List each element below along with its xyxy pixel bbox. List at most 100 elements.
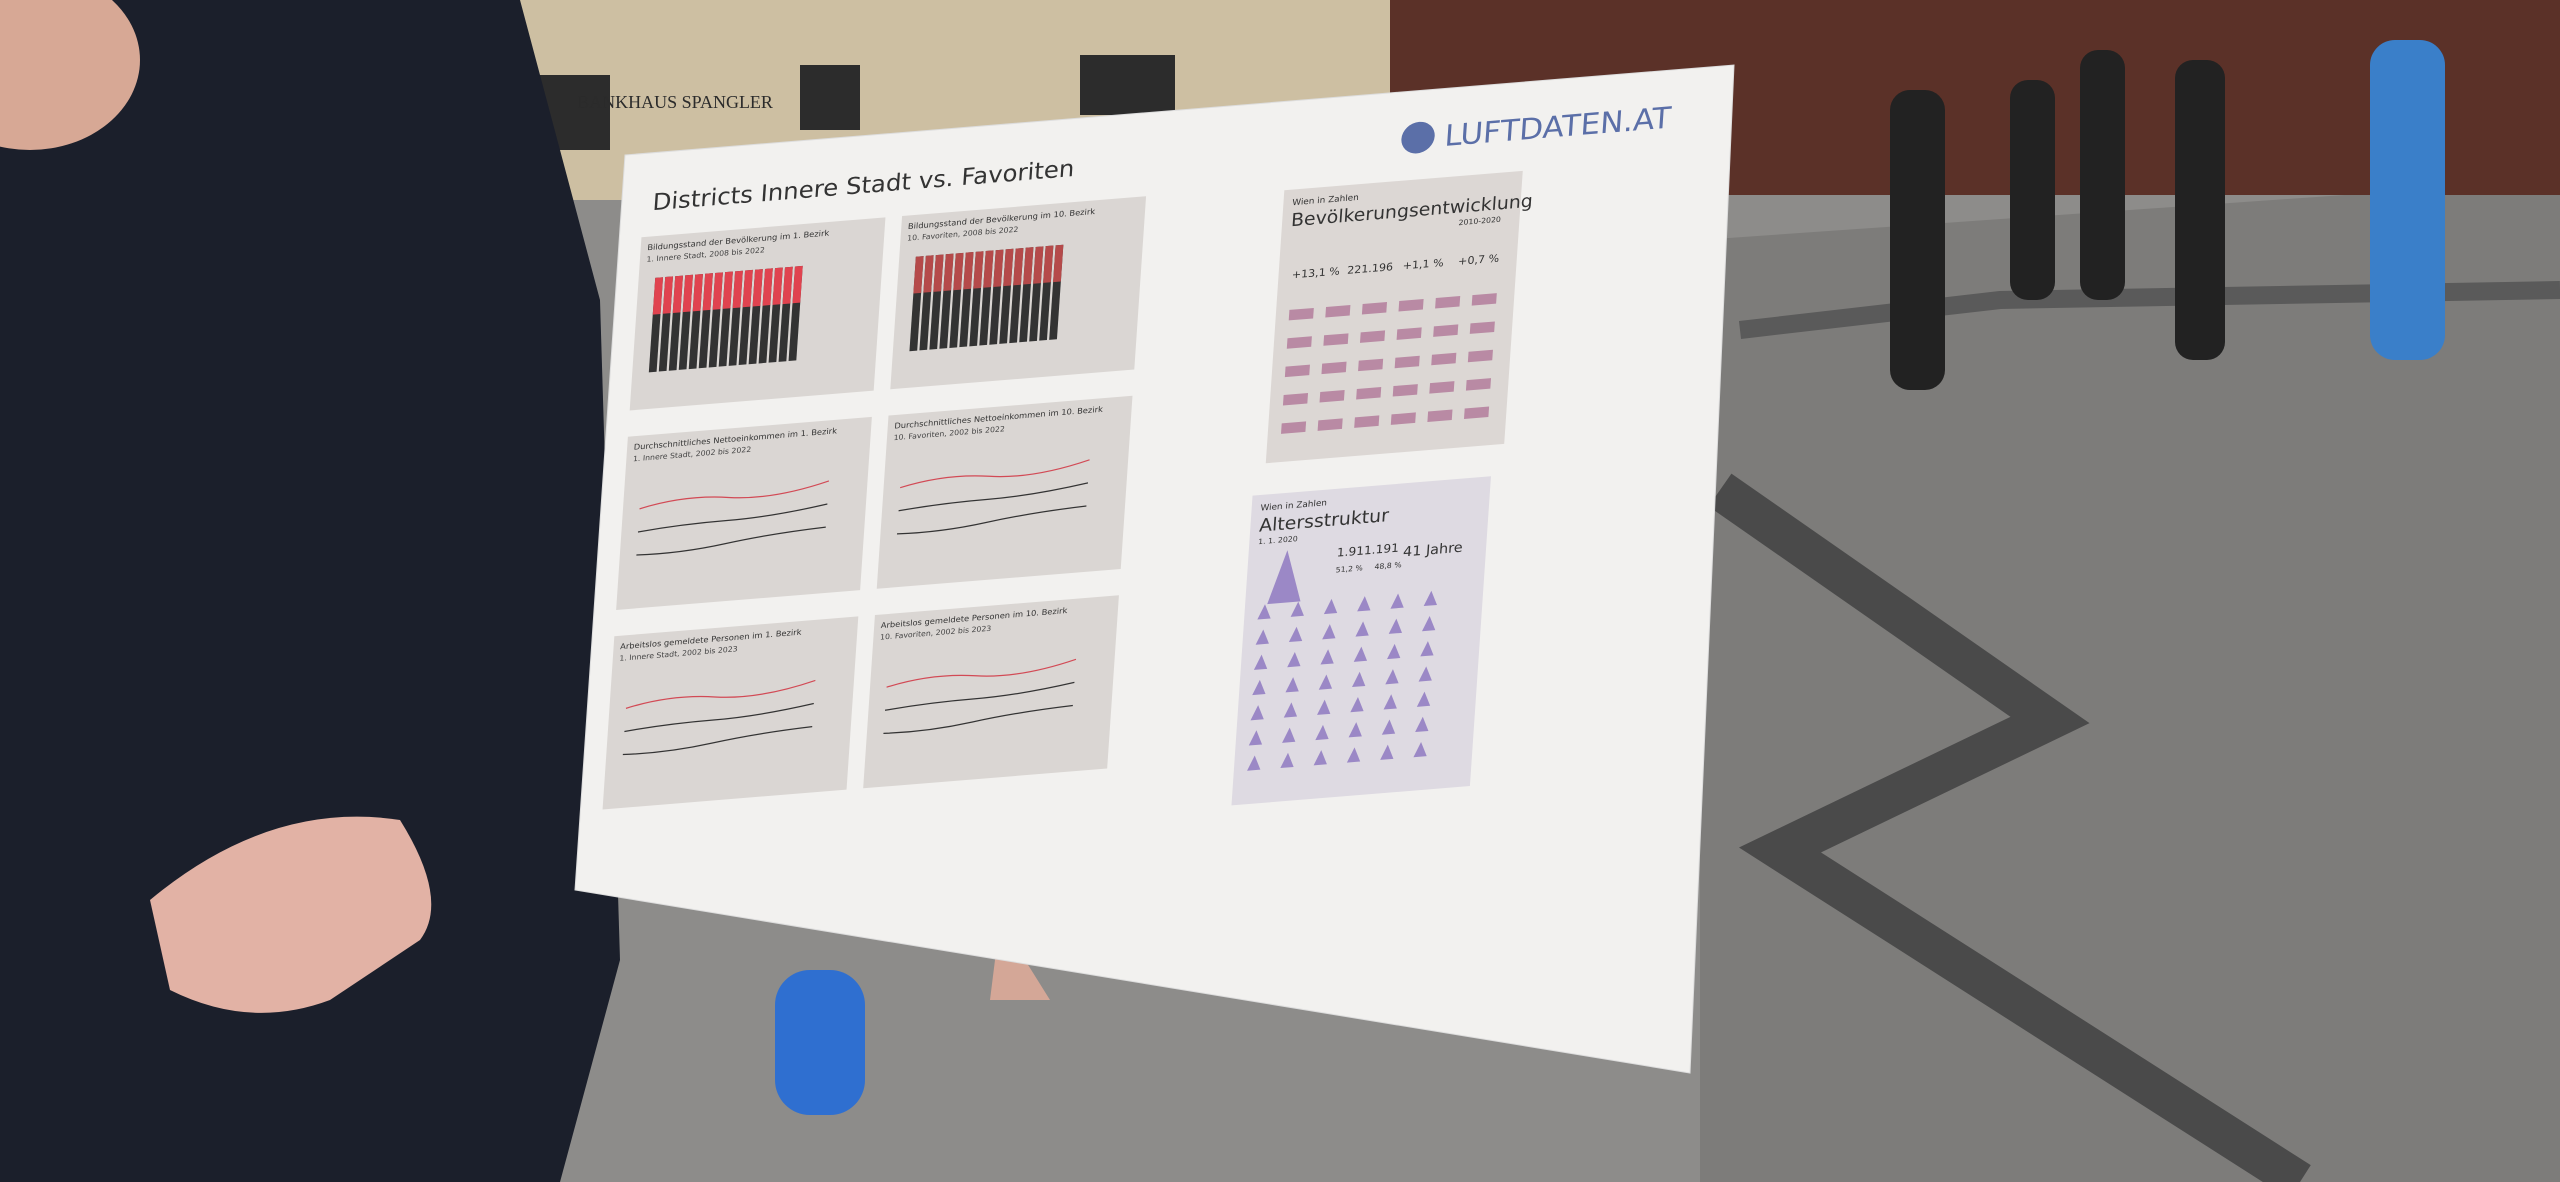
panel: [616, 416, 872, 610]
bar-deco: [662, 276, 673, 314]
tile-deco: [1354, 415, 1380, 428]
line-deco: [886, 658, 1077, 688]
panel-date: 1. 1. 2020: [1258, 534, 1298, 546]
stat: +13,1 %: [1291, 265, 1340, 281]
tile-deco: [1358, 358, 1384, 372]
tile-deco: [1469, 321, 1495, 334]
pyramid-deco: [1415, 716, 1429, 733]
tile-deco: [1317, 418, 1343, 431]
pyramid-deco: [1288, 626, 1303, 643]
bar-deco: [722, 271, 733, 309]
tile-deco: [1433, 324, 1459, 337]
pyramid-deco: [1323, 598, 1338, 615]
tile-deco: [1284, 364, 1310, 378]
tile-deco: [1390, 412, 1416, 425]
pyramid-deco: [1355, 621, 1369, 637]
bar-deco: [782, 266, 793, 305]
panel: [1231, 476, 1491, 806]
bar-deco: [1003, 248, 1014, 287]
bar-deco: [923, 255, 934, 293]
store-sign: BANKHAUS SPANGLER: [577, 92, 773, 112]
hand: [150, 816, 432, 1013]
pyramid-deco: [1357, 596, 1371, 612]
stat: 1.911.191: [1336, 541, 1399, 560]
pyramid-deco: [1283, 702, 1298, 718]
line-deco: [896, 505, 1087, 535]
pyramid-deco: [1420, 641, 1434, 657]
speaker: [775, 970, 865, 1115]
line-deco: [639, 480, 830, 510]
pyramid-deco: [1350, 696, 1364, 713]
bar-deco: [712, 272, 723, 310]
tile-deco: [1356, 387, 1382, 400]
pyramid-deco: [1280, 752, 1294, 769]
stat: 48,8 %: [1374, 560, 1402, 571]
tile-deco: [1286, 336, 1312, 349]
tile-deco: [1467, 349, 1493, 363]
bar-deco: [913, 256, 924, 294]
pyramid-deco: [1317, 699, 1331, 715]
pyramid-deco: [1423, 590, 1438, 607]
panel: [863, 595, 1119, 789]
pyramid-deco: [1287, 651, 1301, 668]
bar-deco: [762, 268, 773, 306]
tile-deco: [1359, 330, 1386, 343]
pyramid-deco: [1250, 705, 1264, 721]
line-deco: [900, 459, 1090, 489]
pyramid-deco: [1322, 624, 1336, 640]
pyramid-deco: [1348, 722, 1362, 738]
tile-deco: [1465, 378, 1492, 391]
pavement-stripe: [1708, 473, 2311, 1182]
pyramid-deco: [1353, 646, 1368, 662]
line-deco: [884, 681, 1075, 711]
tile-deco: [1282, 392, 1309, 406]
bar-deco: [953, 252, 964, 291]
stat: +1,1 %: [1402, 256, 1444, 272]
pyramid-deco: [1248, 730, 1263, 746]
tile-deco: [1435, 296, 1461, 309]
panel: [602, 616, 859, 810]
tile-deco: [1325, 304, 1351, 318]
bar-deco: [1013, 247, 1024, 286]
bar-deco: [1053, 244, 1064, 283]
line-deco: [624, 702, 814, 733]
window: [1080, 55, 1175, 115]
panel-date: 2010-2020: [1458, 215, 1501, 227]
tile-deco: [1429, 381, 1455, 394]
stat: 221.196: [1347, 260, 1394, 276]
line-deco: [625, 679, 816, 709]
bar-deco: [742, 269, 753, 308]
pyramid-deco: [1252, 679, 1266, 696]
pyramid-deco: [1352, 671, 1366, 688]
tile-deco: [1396, 327, 1422, 340]
tile-deco: [1398, 299, 1424, 312]
tile-deco: [1392, 384, 1418, 397]
pyramid-deco: [1282, 727, 1296, 743]
pyramid-deco: [1290, 601, 1304, 617]
bar-deco: [682, 274, 693, 313]
pyramid-deco: [1380, 744, 1394, 760]
pyramid-deco: [1318, 674, 1333, 690]
bar-deco: [1043, 245, 1054, 283]
pyramid-deco: [1257, 604, 1271, 620]
pyramid-deco: [1285, 677, 1299, 693]
tile-deco: [1281, 421, 1307, 434]
bar-deco: [702, 273, 713, 311]
bar-deco: [943, 253, 954, 292]
pyramid-deco: [1385, 669, 1399, 685]
pyramid-deco: [1381, 719, 1396, 735]
line-deco: [883, 704, 1073, 735]
stat: 51,2 %: [1335, 563, 1363, 574]
tile-deco: [1427, 409, 1453, 422]
pyramid-deco: [1255, 629, 1269, 645]
bar-deco: [652, 277, 664, 315]
tile-deco: [1394, 355, 1420, 369]
line-deco: [622, 726, 813, 756]
person-chin: [0, 0, 140, 150]
tile-deco: [1319, 390, 1345, 403]
bar-deco: [772, 267, 783, 305]
stat: 41 Jahre: [1403, 540, 1464, 560]
stat: +0,7 %: [1458, 252, 1500, 268]
line-deco: [636, 526, 826, 556]
tile-deco: [1361, 301, 1388, 315]
